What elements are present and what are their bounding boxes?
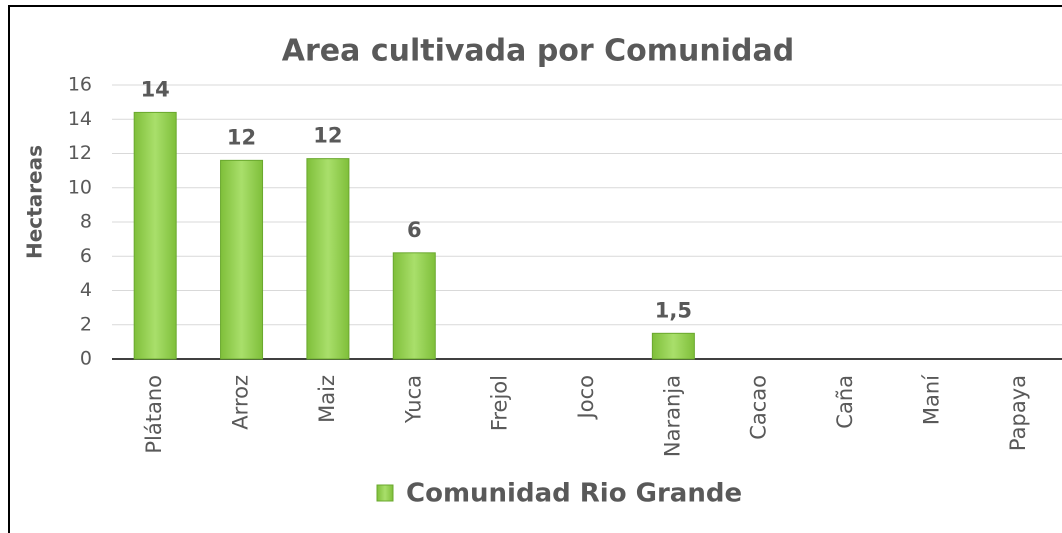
y-tick-label: 14 [68,108,92,130]
x-tick-label: Naranja [660,375,684,457]
x-tick-label: Frejol [488,375,512,431]
y-axis-label: Hectareas [23,145,47,259]
bar [651,332,695,360]
x-tick-label: Cacao [747,375,771,440]
x-tick-label: Maiz [315,375,339,423]
chart-title: Area cultivada por Comunidad [282,34,794,69]
x-tick-label: Arroz [229,375,253,430]
y-tick-label: 10 [68,176,92,198]
frame [8,5,1062,533]
y-tick-label: 2 [80,313,92,335]
y-tick-label: 16 [68,74,92,96]
x-tick-label: Papaya [1006,375,1030,451]
bar [133,111,177,360]
x-tick-label: Plátano [142,375,166,454]
bar [220,159,264,360]
legend-label: Comunidad Rio Grande [406,479,742,509]
x-tick-label: Caña [833,375,857,429]
y-tick-label: 6 [80,245,92,267]
x-tick-label: Maní [919,374,943,425]
y-tick-label: 12 [68,142,92,164]
y-tick-label: 0 [80,348,92,370]
x-tick-label: Joco [574,375,598,420]
y-tick-label: 8 [80,211,92,233]
legend-swatch [376,484,394,502]
x-tick-label: Yuca [401,375,425,424]
data-label: 12 [313,124,342,148]
bar [392,252,436,360]
data-label: 14 [141,77,170,101]
data-label: 6 [407,218,422,242]
bar [306,158,350,360]
y-tick-label: 4 [80,279,92,301]
data-label: 12 [227,125,256,149]
data-label: 1,5 [655,298,692,322]
